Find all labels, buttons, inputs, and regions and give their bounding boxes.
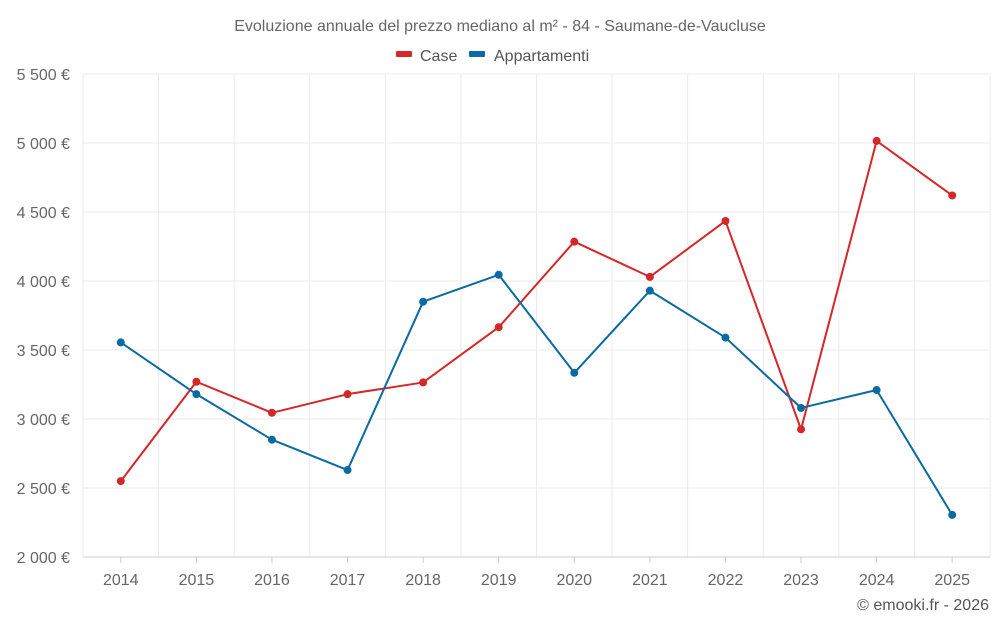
axes: 2 000 € 2 500 € 3 000 € 3 500 € 4 000 € 4 500…	[17, 67, 990, 589]
x-tick-label: 2021	[632, 572, 668, 589]
chart-title: Evoluzione annuale del prezzo mediano al…	[234, 18, 766, 35]
x-tick-label: 2016	[254, 572, 290, 589]
data-point-case[interactable]	[192, 377, 201, 386]
data-point-appartamenti[interactable]	[721, 333, 730, 342]
y-tick-label: 4 500 €	[17, 205, 70, 222]
data-point-case[interactable]	[116, 477, 125, 486]
y-tick-label: 3 000 €	[17, 412, 70, 429]
data-point-case[interactable]	[419, 378, 428, 387]
data-point-appartamenti[interactable]	[570, 368, 579, 377]
data-point-case[interactable]	[570, 237, 579, 246]
data-point-case[interactable]	[494, 323, 503, 332]
x-tick-label: 2018	[405, 572, 441, 589]
data-point-appartamenti[interactable]	[948, 510, 957, 519]
data-point-appartamenti[interactable]	[872, 386, 881, 395]
credit-text: © emooki.fr - 2026	[857, 597, 989, 614]
y-tick-label: 5 500 €	[17, 67, 70, 84]
x-tick-label: 2023	[783, 572, 819, 589]
legend-item-case[interactable]: Case	[396, 48, 457, 65]
series	[116, 136, 957, 519]
y-tick-label: 2 500 €	[17, 481, 70, 498]
data-point-case[interactable]	[267, 408, 276, 417]
x-tick-label: 2020	[556, 572, 592, 589]
legend: Case Appartamenti	[396, 48, 589, 65]
x-tick-label: 2017	[330, 572, 366, 589]
data-point-appartamenti[interactable]	[116, 338, 125, 347]
grid	[82, 73, 991, 557]
legend-swatch-appartamenti	[469, 51, 485, 57]
y-tick-label: 5 000 €	[17, 136, 70, 153]
legend-label-case: Case	[420, 48, 457, 65]
data-point-appartamenti[interactable]	[645, 286, 654, 295]
x-tick-label: 2014	[103, 572, 139, 589]
data-point-appartamenti[interactable]	[267, 435, 276, 444]
data-point-appartamenti[interactable]	[494, 270, 503, 279]
data-point-appartamenti[interactable]	[419, 297, 428, 306]
legend-swatch-case	[396, 51, 412, 57]
data-point-case[interactable]	[948, 191, 957, 200]
y-tick-label: 2 000 €	[17, 550, 70, 567]
legend-item-appartamenti[interactable]: Appartamenti	[469, 48, 589, 65]
legend-label-appartamenti: Appartamenti	[494, 48, 589, 65]
y-tick-label: 4 000 €	[17, 274, 70, 291]
x-tick-label: 2019	[481, 572, 517, 589]
x-tick-label: 2024	[859, 572, 895, 589]
data-point-case[interactable]	[872, 136, 881, 145]
data-point-appartamenti[interactable]	[797, 403, 806, 412]
data-point-case[interactable]	[721, 216, 730, 225]
data-point-appartamenti[interactable]	[343, 466, 352, 475]
data-point-appartamenti[interactable]	[192, 390, 201, 399]
x-tick-label: 2025	[934, 572, 970, 589]
x-tick-label: 2015	[179, 572, 215, 589]
x-tick-label: 2022	[708, 572, 744, 589]
data-point-case[interactable]	[343, 390, 352, 399]
series-line-case	[119, 139, 953, 482]
series-line-appartamenti	[120, 273, 954, 516]
data-point-case[interactable]	[645, 272, 654, 281]
y-tick-label: 3 500 €	[17, 343, 70, 360]
data-point-case[interactable]	[797, 425, 806, 434]
